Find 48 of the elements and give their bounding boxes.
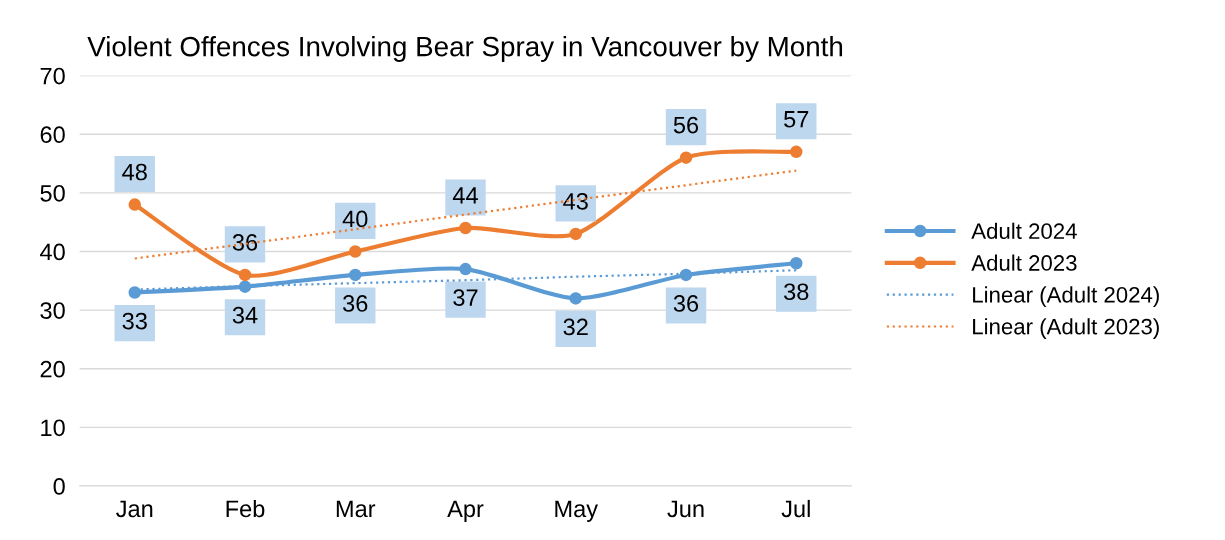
data-label: 44 <box>452 187 478 204</box>
data-label: 36 <box>232 234 258 251</box>
y-tick-label: 60 <box>40 126 65 144</box>
data-label: 37 <box>453 289 478 306</box>
data-label: 36 <box>673 295 699 312</box>
data-label: 36 <box>343 295 368 312</box>
y-tick-label: 0 <box>53 478 65 495</box>
point <box>679 151 693 164</box>
point <box>459 262 472 276</box>
y-tick-label: 40 <box>40 243 65 261</box>
y-tick-label: 50 <box>40 184 65 202</box>
data-label: 57 <box>784 111 809 128</box>
x-tick-label: Jul <box>781 499 810 518</box>
legend-label: Linear (Adult 2024) <box>973 286 1159 308</box>
data-label: 43 <box>563 192 588 210</box>
x-tick-label: Feb <box>226 499 265 518</box>
data-label: 33 <box>122 312 147 330</box>
point <box>238 280 252 293</box>
legend-label: Linear (Adult 2023) <box>973 318 1159 339</box>
point <box>679 268 693 282</box>
data-label: 32 <box>563 318 588 336</box>
point <box>569 292 583 305</box>
data-label: 56 <box>673 116 699 134</box>
x-tick-label: Mar <box>336 500 376 518</box>
point <box>789 145 803 159</box>
point <box>789 256 803 270</box>
data-label: 48 <box>122 163 147 181</box>
point <box>128 286 142 299</box>
y-tick-label: 10 <box>41 419 65 437</box>
y-tick-label: 70 <box>40 67 65 85</box>
data-label: 40 <box>342 210 368 228</box>
point <box>459 221 472 235</box>
y-tick-label: 30 <box>40 302 65 319</box>
x-tick-label: Jun <box>667 500 704 518</box>
x-tick-label: Jan <box>116 500 153 518</box>
legend-label: Adult 2023 <box>971 254 1077 271</box>
data-label: 38 <box>784 283 809 301</box>
x-tick-label: Apr <box>447 500 484 522</box>
point <box>128 198 142 211</box>
point <box>348 268 362 282</box>
legend-label: Adult 2024 <box>971 222 1077 240</box>
chart-title: Violent Offences Involving Bear Spray in Vancouver by Month <box>87 36 843 62</box>
point <box>348 245 362 258</box>
y-tick-label: 20 <box>40 360 65 378</box>
data-label: 34 <box>232 306 258 324</box>
point <box>569 227 583 241</box>
point <box>238 268 252 282</box>
x-tick-label: May <box>555 500 599 522</box>
